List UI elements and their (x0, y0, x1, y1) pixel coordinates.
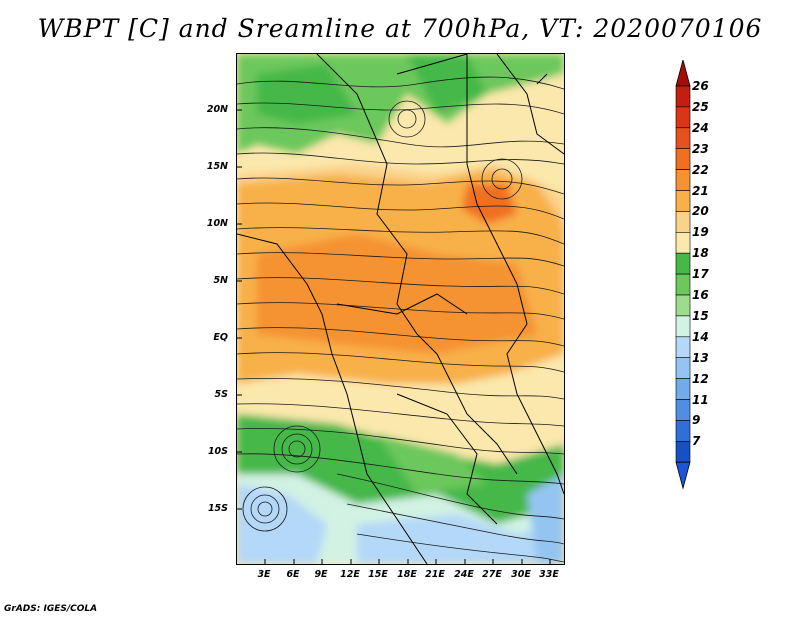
map-title: WBPT [C] and Sreamline at 700hPa, VT: 20… (37, 14, 763, 43)
lon-label-30e: 30E (511, 569, 531, 580)
colorbar-label: 20 (692, 204, 709, 219)
colorbar-segment (675, 232, 691, 254)
colorbar-segment (675, 336, 691, 358)
lon-label-33e: 33E (539, 569, 559, 580)
colorbar-label: 26 (692, 79, 709, 93)
colorbar-segment (675, 127, 691, 150)
colorbar-label: 15 (692, 308, 709, 323)
colorbar-label: 23 (692, 141, 709, 156)
colorbar-segment (675, 294, 691, 317)
colorbar-label: 14 (692, 329, 709, 344)
colorbar-segment (675, 378, 691, 400)
colorbar-label: 12 (692, 371, 709, 386)
lat-label-15s: 15S (207, 503, 228, 514)
colorbar-segment (675, 190, 691, 212)
credit-text: GrADS: IGES/COLA (4, 604, 98, 614)
lat-label-5n: 5N (213, 275, 228, 286)
lon-label-15e: 15E (368, 569, 388, 580)
colorbar-segment (675, 252, 691, 275)
lon-label-24e: 24E (454, 569, 474, 580)
colorbar-segment (675, 211, 691, 233)
colorbar-segment (675, 440, 691, 463)
lon-label-12e: 12E (340, 569, 360, 580)
colorbar-label: 11 (692, 392, 709, 407)
map-plot-area (236, 53, 565, 565)
colorbar-segment (675, 106, 691, 129)
colorbar-label: 17 (692, 267, 709, 282)
colorbar-label: 16 (692, 288, 709, 302)
colorbar-label: 22 (692, 162, 709, 177)
lat-label-5s: 5S (214, 389, 228, 400)
lat-label-eq: EQ (213, 332, 228, 343)
colorbar-segment (675, 357, 691, 379)
colorbar-segment (675, 315, 691, 338)
axis-ticks (237, 109, 551, 564)
lon-label-18e: 18E (397, 569, 417, 580)
lat-label-20n: 20N (206, 104, 228, 115)
colorbar-label: 9 (692, 413, 701, 428)
lon-label-27e: 27E (482, 569, 502, 580)
colorbar-segment (675, 420, 691, 442)
lon-label-3e: 3E (257, 569, 271, 580)
lon-label-21e: 21E (425, 569, 445, 580)
colorbar-segment (675, 85, 691, 108)
lon-label-9e: 9E (314, 569, 328, 580)
colorbar-segment (675, 399, 691, 421)
lat-label-10n: 10N (206, 218, 228, 229)
colorbar-arrow-top (675, 60, 691, 87)
colorbar-label: 21 (692, 183, 709, 198)
colorbar-label: 25 (692, 99, 709, 114)
colorbar-segment (675, 169, 691, 191)
colorbar-label: 18 (692, 246, 709, 261)
country-borders (237, 54, 564, 564)
colorbar-label: 24 (692, 120, 709, 135)
colorbar-segment (675, 273, 691, 296)
colorbar-label: 13 (692, 350, 709, 365)
lat-label-10s: 10S (207, 446, 228, 457)
map-canvas (237, 54, 564, 564)
lon-label-6e: 6E (286, 569, 300, 580)
colorbar (675, 60, 691, 490)
colorbar-label: 19 (692, 225, 709, 240)
lat-label-15n: 15N (206, 161, 228, 172)
colorbar-arrow-bottom (675, 461, 691, 490)
colorbar-segment (675, 148, 691, 170)
colorbar-label: 7 (692, 434, 701, 449)
